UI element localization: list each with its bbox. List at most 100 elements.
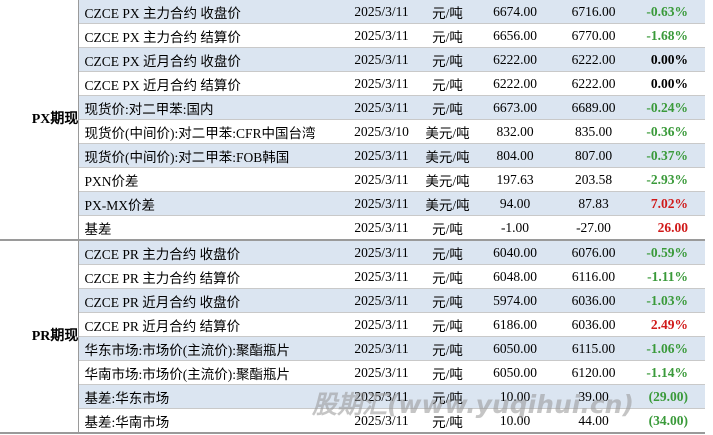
table-row: 现货价(中间价):对二甲苯:CFR中国台湾 2025/3/10 美元/吨 832.00… [0, 119, 705, 144]
table-row: PXN价差 2025/3/11 美元/吨 197.63 203.58 -2.93% [0, 167, 705, 192]
date: 2025/3/11 [343, 0, 420, 24]
table-row: CZCE PX 近月合约 收盘价 2025/3/11 元/吨 6222.00 6222.… [0, 47, 705, 72]
unit: 元/吨 [420, 95, 475, 120]
change: -1.68% [632, 23, 705, 48]
unit: 元/吨 [420, 288, 475, 313]
current-value: 835.00 [555, 119, 632, 144]
table-row: 华东市场:市场价(主流价):聚酯瓶片 2025/3/11 元/吨 6050.00 611… [0, 336, 705, 361]
change: 0.00% [632, 71, 705, 96]
unit: 元/吨 [420, 47, 475, 72]
previous-value: -1.00 [475, 215, 555, 241]
current-value: 6036.00 [555, 312, 632, 337]
previous-value: 804.00 [475, 143, 555, 168]
indicator-name: PXN价差 [78, 167, 343, 192]
indicator-name: CZCE PX 近月合约 收盘价 [78, 47, 343, 72]
date: 2025/3/11 [343, 264, 420, 289]
unit: 元/吨 [420, 360, 475, 385]
change: -2.93% [632, 167, 705, 192]
change: 2.49% [632, 312, 705, 337]
change: -1.11% [632, 264, 705, 289]
date: 2025/3/11 [343, 384, 420, 409]
table-row: CZCE PX 近月合约 结算价 2025/3/11 元/吨 6222.00 6222.… [0, 71, 705, 96]
indicator-name: PX-MX价差 [78, 191, 343, 216]
previous-value: 10.00 [475, 408, 555, 434]
unit: 美元/吨 [420, 191, 475, 216]
table-row: 现货价(中间价):对二甲苯:FOB韩国 2025/3/11 美元/吨 804.00 80… [0, 143, 705, 168]
current-value: 6689.00 [555, 95, 632, 120]
previous-value: 10.00 [475, 384, 555, 409]
current-value: 203.58 [555, 167, 632, 192]
date: 2025/3/10 [343, 119, 420, 144]
unit: 元/吨 [420, 71, 475, 96]
current-value: 6116.00 [555, 264, 632, 289]
date: 2025/3/11 [343, 408, 420, 434]
indicator-name: 华东市场:市场价(主流价):聚酯瓶片 [78, 336, 343, 361]
table-row: PX-MX价差 2025/3/11 美元/吨 94.00 87.83 7.02% [0, 191, 705, 216]
current-value: 6120.00 [555, 360, 632, 385]
previous-value: 6050.00 [475, 336, 555, 361]
previous-value: 832.00 [475, 119, 555, 144]
current-value: 6222.00 [555, 47, 632, 72]
table-row: CZCE PR 近月合约 结算价 2025/3/11 元/吨 6186.00 6036.… [0, 312, 705, 337]
current-value: 39.00 [555, 384, 632, 409]
unit: 元/吨 [420, 215, 475, 241]
unit: 元/吨 [420, 0, 475, 24]
previous-value: 6050.00 [475, 360, 555, 385]
date: 2025/3/11 [343, 336, 420, 361]
current-value: -27.00 [555, 215, 632, 241]
previous-value: 6222.00 [475, 47, 555, 72]
indicator-name: 现货价(中间价):对二甲苯:FOB韩国 [78, 143, 343, 168]
change: -1.03% [632, 288, 705, 313]
group-cell: PR期现价格 [0, 240, 79, 434]
change: 0.00% [632, 47, 705, 72]
change: -1.06% [632, 336, 705, 361]
indicator-name: 现货价:对二甲苯:国内 [78, 95, 343, 120]
table-row: CZCE PR 主力合约 结算价 2025/3/11 元/吨 6048.00 6116.… [0, 264, 705, 289]
change: -1.14% [632, 360, 705, 385]
unit: 元/吨 [420, 240, 475, 265]
date: 2025/3/11 [343, 360, 420, 385]
group-label: PR期现价格 [31, 328, 78, 344]
previous-value: 6222.00 [475, 71, 555, 96]
table-row: PX期现价格CZCE PX 主力合约 收盘价2025/3/11元/吨6674.0… [0, 0, 705, 241]
table-row: 华南市场:市场价(主流价):聚酯瓶片 2025/3/11 元/吨 6050.00 612… [0, 360, 705, 385]
date: 2025/3/11 [343, 240, 420, 265]
date: 2025/3/11 [343, 215, 420, 241]
indicator-name: 华南市场:市场价(主流价):聚酯瓶片 [78, 360, 343, 385]
group-label: PX期现价格 [31, 111, 78, 127]
previous-value: 94.00 [475, 191, 555, 216]
table-row: PR期现价格CZCE PR 主力合约 收盘价2025/3/11元/吨6040.0… [0, 240, 705, 434]
indicator-name: 基差 [78, 215, 343, 241]
unit: 美元/吨 [420, 143, 475, 168]
indicator-name: CZCE PR 主力合约 结算价 [78, 264, 343, 289]
current-value: 6716.00 [555, 0, 632, 24]
indicator-name: 基差:华南市场 [78, 408, 343, 434]
previous-value: 6673.00 [475, 95, 555, 120]
date: 2025/3/11 [343, 95, 420, 120]
indicator-name: CZCE PX 主力合约 收盘价 [78, 0, 343, 24]
previous-value: 6656.00 [475, 23, 555, 48]
current-value: 6036.00 [555, 288, 632, 313]
change: -0.37% [632, 143, 705, 168]
date: 2025/3/11 [343, 312, 420, 337]
date: 2025/3/11 [343, 143, 420, 168]
watermark: 股期汇(www.yuqihui.cn) [312, 390, 634, 419]
current-value: 6076.00 [555, 240, 632, 265]
unit: 元/吨 [420, 312, 475, 337]
unit: 元/吨 [420, 384, 475, 409]
table-row: 现货价:对二甲苯:国内 2025/3/11 元/吨 6673.00 6689.00 -0.… [0, 95, 705, 120]
previous-value: 6048.00 [475, 264, 555, 289]
date: 2025/3/11 [343, 167, 420, 192]
indicator-name: 现货价(中间价):对二甲苯:CFR中国台湾 [78, 119, 343, 144]
current-value: 6115.00 [555, 336, 632, 361]
current-value: 807.00 [555, 143, 632, 168]
current-value: 6770.00 [555, 23, 632, 48]
table-row: 基差:华东市场 2025/3/11 元/吨 10.00 39.00 (29.00) [0, 384, 705, 409]
change: 7.02% [632, 191, 705, 216]
date: 2025/3/11 [343, 23, 420, 48]
unit: 元/吨 [420, 336, 475, 361]
indicator-name: CZCE PX 主力合约 结算价 [78, 23, 343, 48]
current-value: 44.00 [555, 408, 632, 434]
unit: 美元/吨 [420, 167, 475, 192]
